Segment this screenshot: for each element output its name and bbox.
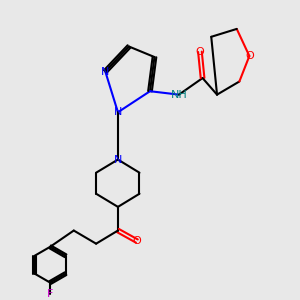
Text: F: F [47, 290, 53, 299]
Text: N: N [114, 154, 122, 165]
Text: N: N [114, 107, 122, 117]
Text: NH: NH [170, 90, 187, 100]
Text: N: N [101, 67, 110, 76]
Text: O: O [133, 236, 141, 246]
Text: O: O [245, 51, 254, 61]
Text: O: O [196, 47, 204, 57]
